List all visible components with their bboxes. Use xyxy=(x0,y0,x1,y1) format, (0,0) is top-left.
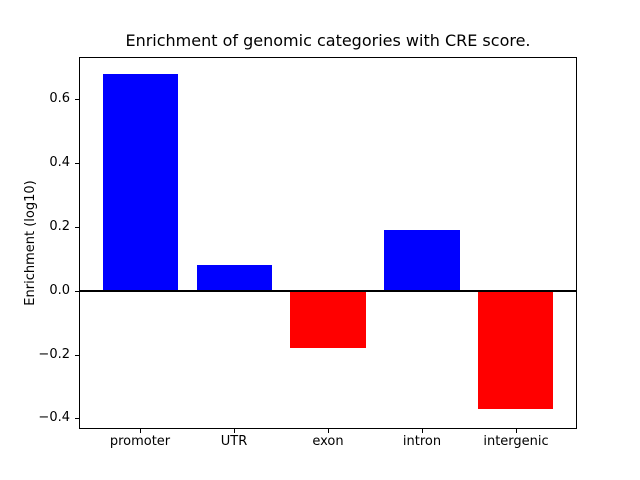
y-tick-label: 0.4 xyxy=(49,155,70,170)
y-tick-label: −0.4 xyxy=(38,410,70,425)
y-tick-mark xyxy=(75,163,79,164)
y-tick-mark xyxy=(75,99,79,100)
y-tick-label: −0.2 xyxy=(38,347,70,362)
y-tick-label: 0.6 xyxy=(49,91,70,106)
x-tick-label-intergenic: intergenic xyxy=(483,434,549,449)
bar-promoter xyxy=(102,73,178,291)
x-tick-mark xyxy=(328,429,329,433)
y-tick-mark xyxy=(75,291,79,292)
zero-line xyxy=(80,289,576,292)
bar-exon xyxy=(290,290,366,349)
chart-title: Enrichment of genomic categories with CR… xyxy=(125,31,531,50)
y-tick-mark xyxy=(75,418,79,419)
bar-intron xyxy=(384,230,460,291)
x-tick-label-exon: exon xyxy=(312,434,344,449)
x-tick-label-intron: intron xyxy=(402,434,442,449)
x-tick-mark xyxy=(422,429,423,433)
bar-UTR xyxy=(196,265,272,291)
plot-area xyxy=(79,57,577,429)
bar-intergenic xyxy=(478,290,554,409)
y-tick-mark xyxy=(75,227,79,228)
y-tick-label: 0.2 xyxy=(49,219,70,234)
y-tick-label: 0.0 xyxy=(49,283,70,298)
y-tick-mark xyxy=(75,355,79,356)
x-tick-mark xyxy=(140,429,141,433)
x-tick-mark xyxy=(234,429,235,433)
x-tick-label-promoter: promoter xyxy=(109,434,171,449)
x-tick-label-UTR: UTR xyxy=(220,434,248,449)
x-tick-mark xyxy=(516,429,517,433)
